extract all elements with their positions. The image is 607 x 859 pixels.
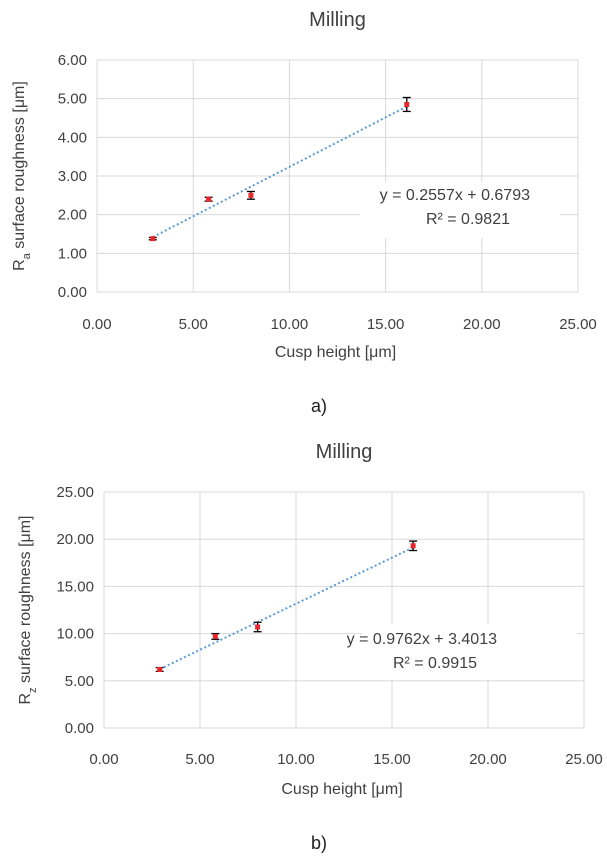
x-tick-label: 15.00 (367, 316, 405, 333)
chart-b: Milling 0.00 5.00 10.00 15.00 20.00 25.00 0.00 5… (17, 441, 603, 853)
chart-a: Milling 0.00 5.00 10.00 15.00 20.00 25.00 0.00 1… (11, 9, 597, 416)
data-point (157, 666, 163, 672)
y-axis-label: Ra surface roughness [μm] (11, 81, 33, 271)
x-tick-label: 0.00 (89, 751, 118, 768)
y-tick-label: 20.00 (56, 531, 94, 548)
data-point (248, 192, 254, 198)
data-point (255, 624, 261, 630)
y-tick-label: 3.00 (58, 168, 87, 185)
x-axis-label: Cusp height [μm] (275, 344, 396, 361)
y-tick-label: 0.00 (65, 720, 94, 737)
y-axis-label-rest: surface roughness [μm] (17, 515, 34, 687)
x-tick-label: 15.00 (373, 751, 411, 768)
x-tick-label: 20.00 (469, 751, 507, 768)
y-tick-label: 4.00 (58, 129, 87, 146)
data-point (404, 101, 410, 107)
chart-title: Milling (309, 9, 366, 31)
r-squared-label: R² = 0.9821 (426, 211, 510, 228)
y-tick-label: 1.00 (58, 245, 87, 262)
chart-title: Milling (316, 441, 373, 463)
x-tick-label: 0.00 (82, 316, 111, 333)
y-tick-label: 5.00 (65, 673, 94, 690)
y-tick-label: 0.00 (58, 284, 87, 301)
r-squared-label: R² = 0.9915 (393, 655, 477, 672)
y-tick-label: 10.00 (56, 626, 94, 643)
trendline-equation: y = 0.9762x + 3.4013 (347, 631, 497, 648)
y-tick-label: 15.00 (56, 578, 94, 595)
y-axis-label: Rz surface roughness [μm] (17, 515, 39, 704)
y-tick-label: 2.00 (58, 207, 87, 224)
trendline (159, 546, 414, 671)
trendline-equation: y = 0.2557x + 0.6793 (380, 187, 530, 204)
y-axis-label-main: R (17, 693, 34, 705)
x-tick-label: 10.00 (277, 751, 315, 768)
y-axis-label-subscript: a (21, 252, 33, 259)
y-tick-label: 5.00 (58, 91, 87, 108)
data-point (410, 543, 416, 549)
y-tick-label: 6.00 (58, 52, 87, 69)
x-tick-label: 25.00 (559, 316, 597, 333)
x-tick-label: 5.00 (179, 316, 208, 333)
x-tick-label: 20.00 (463, 316, 501, 333)
x-tick-label: 5.00 (185, 751, 214, 768)
y-axis-label-subscript: z (27, 687, 39, 693)
x-tick-label: 25.00 (565, 751, 603, 768)
subfigure-caption: b) (311, 833, 327, 853)
y-tick-label: 25.00 (56, 484, 94, 501)
data-point (212, 633, 218, 639)
y-axis-label-main: R (11, 259, 28, 271)
y-axis-label-rest: surface roughness [μm] (11, 81, 28, 253)
equation-box (360, 182, 560, 238)
x-axis-label: Cusp height [μm] (281, 781, 402, 798)
data-point (150, 236, 156, 242)
subfigure-caption: a) (311, 396, 327, 416)
equation-box (362, 624, 577, 680)
data-point (206, 196, 212, 202)
x-tick-label: 10.00 (271, 316, 309, 333)
